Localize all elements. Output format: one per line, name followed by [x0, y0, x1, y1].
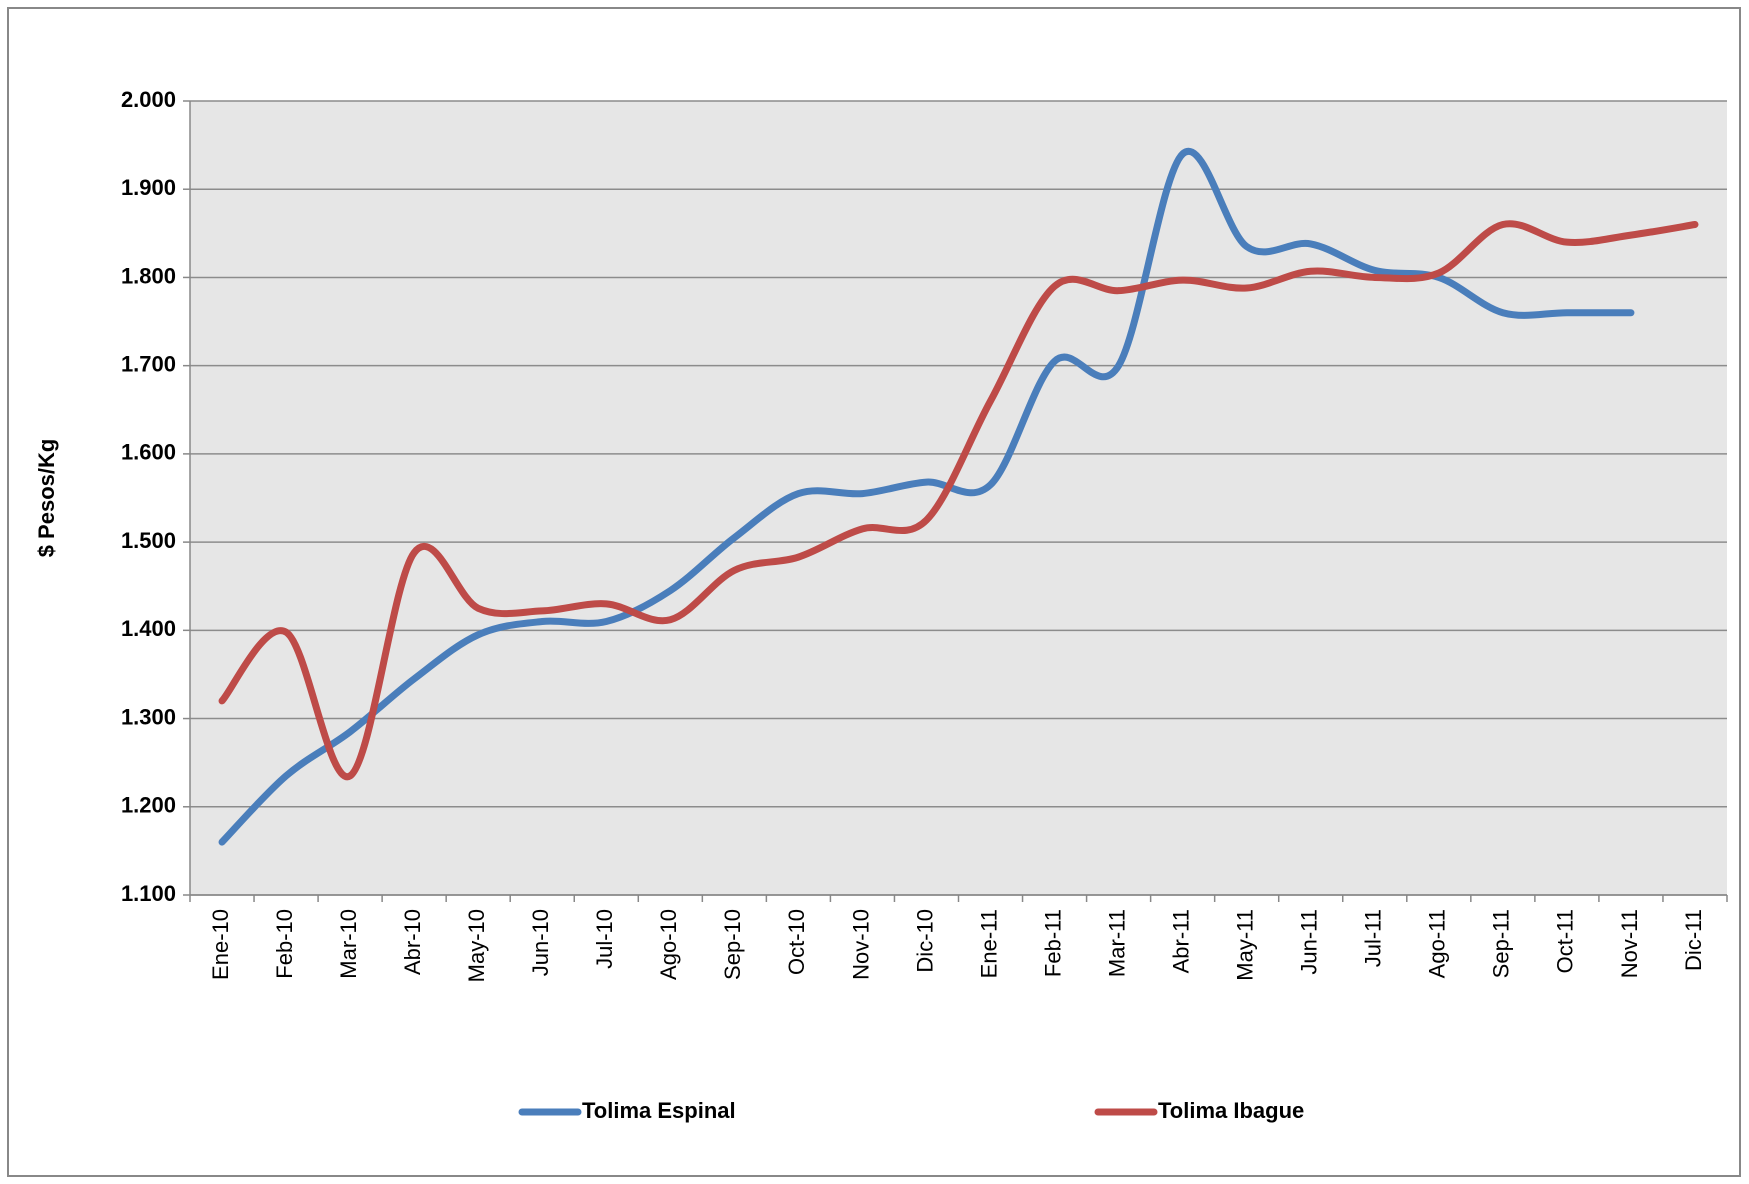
- y-tick-label: 1.200: [121, 793, 176, 818]
- y-tick-label: 1.800: [121, 263, 176, 288]
- legend-label: Tolima Ibague: [1158, 1098, 1304, 1123]
- x-tick-label: Nov-10: [848, 909, 873, 980]
- x-tick-label: Ene-10: [208, 909, 233, 980]
- legend-label: Tolima Espinal: [582, 1098, 736, 1123]
- y-axis-label: $ Pesos/Kg: [34, 439, 59, 558]
- x-tick-label: Ago-11: [1425, 909, 1450, 978]
- x-tick-label: Jul-11: [1361, 909, 1386, 967]
- x-tick-label: Oct-10: [784, 909, 809, 975]
- x-tick-label: Nov-11: [1617, 909, 1642, 978]
- y-tick-label: 1.100: [121, 881, 176, 906]
- x-tick-label: Feb-11: [1040, 909, 1065, 977]
- x-tick-label: May-11: [1233, 909, 1258, 981]
- y-tick-label: 1.400: [121, 616, 176, 641]
- x-tick-label: May-10: [464, 909, 489, 982]
- x-tick-label: Dic-11: [1681, 909, 1706, 971]
- y-tick-label: 1.300: [121, 704, 176, 729]
- plot-area: [190, 101, 1727, 895]
- x-tick-label: Dic-10: [912, 909, 937, 973]
- x-tick-label: Ene-11: [976, 909, 1001, 978]
- x-tick-label: Sep-10: [720, 909, 745, 980]
- y-tick-label: 1.600: [121, 440, 176, 465]
- x-tick-label: Oct-11: [1553, 909, 1578, 973]
- x-tick-label: Mar-11: [1104, 909, 1129, 977]
- x-tick-label: Jun-10: [528, 909, 553, 976]
- y-tick-label: 1.900: [121, 175, 176, 200]
- series-line: [218, 147, 1635, 846]
- x-tick-label: Ago-10: [656, 909, 681, 980]
- x-tick-label: Jul-10: [592, 909, 617, 969]
- x-tick-label: Abr-11: [1168, 909, 1193, 973]
- y-tick-label: 1.500: [121, 528, 176, 553]
- x-tick-label: Sep-11: [1489, 909, 1514, 978]
- x-tick-label: Jun-11: [1297, 909, 1322, 975]
- y-tick-label: 1.700: [121, 351, 176, 376]
- x-tick-label: Mar-10: [336, 909, 361, 979]
- x-tick-label: Feb-10: [272, 909, 297, 979]
- series-line: [218, 220, 1699, 780]
- x-tick-label: Abr-10: [400, 909, 425, 975]
- y-tick-label: 2.000: [121, 87, 176, 112]
